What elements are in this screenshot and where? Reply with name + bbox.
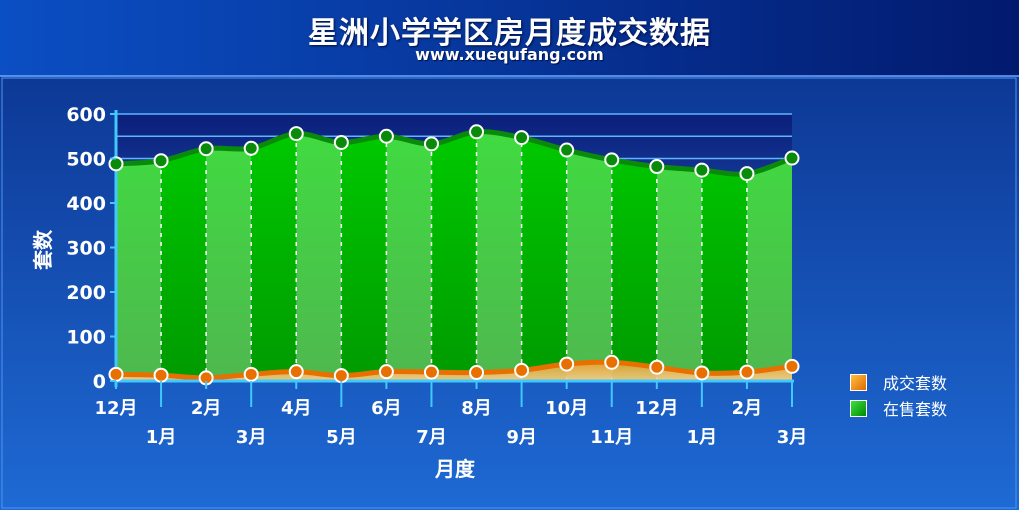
for-sale-point — [333, 134, 349, 150]
area-band — [296, 131, 342, 381]
for-sale-line — [115, 129, 793, 177]
x-tick-label: 2月 — [732, 398, 763, 419]
area-band — [566, 131, 612, 381]
deals-point — [378, 364, 394, 380]
area-band — [656, 131, 702, 381]
for-sale-point — [288, 126, 304, 142]
deals-point — [469, 365, 485, 381]
x-tick-label: 5月 — [326, 427, 357, 448]
deals-point — [333, 368, 349, 384]
x-tick-label: 7月 — [416, 427, 447, 448]
area-band — [611, 131, 657, 381]
for-sale-point — [559, 142, 575, 158]
for-sale-point — [469, 124, 485, 140]
chart-title: 星洲小学学区房月度成交数据 — [308, 16, 711, 51]
x-tick-label: 2月 — [191, 398, 222, 419]
area-band — [206, 131, 252, 381]
chart-subtitle: www.xuequfang.com — [415, 45, 604, 64]
y-tick-label: 0 — [93, 371, 106, 393]
for-sale-point — [153, 153, 169, 169]
deals-area — [116, 362, 792, 381]
area-band — [521, 131, 567, 381]
y-tick-label: 400 — [66, 193, 106, 215]
for-sale-point — [108, 156, 124, 172]
area-band — [341, 131, 387, 381]
x-tick-label: 1月 — [687, 427, 718, 448]
legend-item-deals: 成交套数 — [850, 370, 947, 394]
for-sale-area — [116, 131, 792, 381]
for-sale-point — [198, 141, 214, 157]
for-sale-point — [739, 166, 755, 182]
for-sale-point — [604, 152, 620, 168]
area-band — [476, 131, 522, 381]
legend-item-for-sale: 在售套数 — [850, 396, 947, 420]
area-band — [386, 131, 432, 381]
deals-point — [423, 364, 439, 380]
x-axis-label: 月度 — [435, 457, 475, 481]
legend-label-for-sale: 在售套数 — [883, 400, 948, 419]
for-sale-point — [694, 162, 710, 178]
deals-point — [514, 362, 530, 378]
for-sale-point — [378, 128, 394, 144]
for-sale-point — [423, 136, 439, 152]
legend-swatch-orange — [850, 373, 867, 391]
x-tick-label: 1月 — [146, 427, 177, 448]
y-tick-label: 100 — [66, 327, 106, 349]
deals-point — [153, 367, 169, 383]
x-tick-label: 3月 — [236, 427, 267, 448]
x-tick-label: 9月 — [506, 427, 537, 448]
for-sale-point — [243, 140, 259, 156]
legend-swatch-green — [850, 399, 867, 417]
for-sale-point — [514, 130, 530, 146]
area-band — [431, 131, 477, 381]
x-tick-label: 4月 — [281, 398, 312, 419]
y-axis-label: 套数 — [31, 230, 55, 270]
x-tick-label: 11月 — [590, 427, 633, 448]
legend-label-deals: 成交套数 — [883, 374, 948, 393]
y-tick-label: 500 — [66, 149, 106, 171]
deals-point — [559, 356, 575, 372]
deals-point — [288, 364, 304, 380]
deals-point — [694, 365, 710, 381]
x-tick-label: 10月 — [545, 398, 588, 419]
deals-point — [243, 366, 259, 382]
deals-point — [739, 364, 755, 380]
x-tick-label: 12月 — [635, 398, 678, 419]
x-tick-label: 12月 — [94, 398, 137, 419]
x-tick-label: 6月 — [371, 398, 402, 419]
area-band — [251, 131, 297, 381]
deals-point — [604, 354, 620, 370]
x-tick-label: 3月 — [777, 427, 808, 448]
x-tick-label: 8月 — [461, 398, 492, 419]
y-tick-label: 600 — [66, 104, 106, 126]
deals-point — [108, 366, 124, 382]
for-sale-point — [784, 150, 800, 166]
area-band — [116, 131, 162, 381]
area-band — [161, 131, 207, 381]
deals-line — [115, 359, 793, 381]
for-sale-point — [649, 159, 665, 175]
y-tick-label: 200 — [66, 282, 106, 304]
deals-point — [784, 358, 800, 374]
y-tick-label: 300 — [66, 238, 106, 260]
deals-point — [649, 359, 665, 375]
